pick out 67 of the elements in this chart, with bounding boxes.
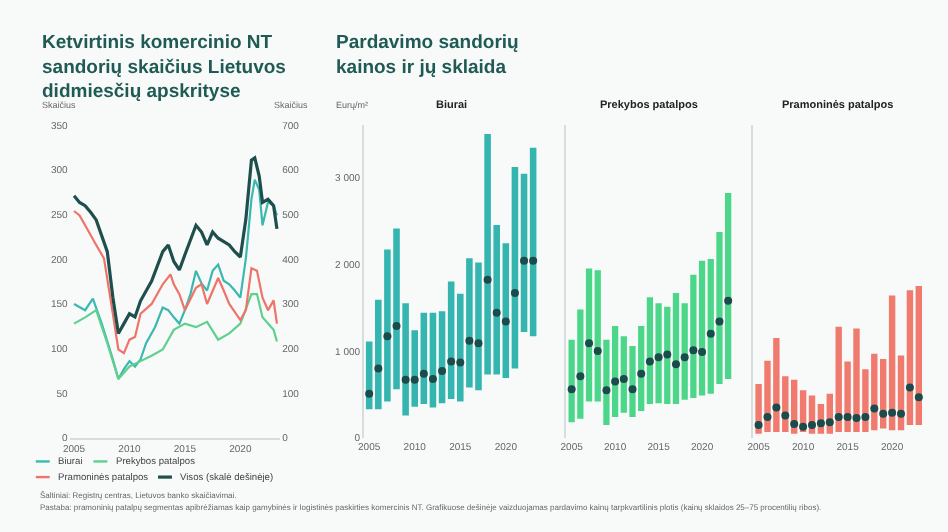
point (763, 413, 772, 422)
point (628, 385, 637, 394)
point (567, 385, 576, 394)
point (428, 374, 437, 383)
point (501, 317, 510, 326)
point (392, 321, 401, 330)
point (383, 332, 392, 341)
bar (698, 260, 706, 396)
point (576, 372, 585, 381)
line-series (72, 293, 279, 381)
bar (672, 292, 680, 405)
point (438, 367, 447, 376)
point (474, 339, 483, 348)
point (808, 420, 816, 429)
point (410, 375, 419, 384)
point (724, 296, 733, 305)
point (698, 347, 707, 356)
point (645, 357, 654, 366)
point (879, 409, 888, 418)
point (852, 414, 861, 422)
point (374, 364, 383, 373)
point (529, 256, 538, 265)
point (715, 317, 724, 326)
point (834, 413, 843, 422)
point (888, 408, 897, 417)
line-series (72, 156, 279, 336)
point (520, 256, 529, 265)
bar (655, 303, 662, 404)
point (861, 413, 870, 422)
point (365, 389, 374, 398)
point (585, 339, 594, 348)
point (447, 357, 456, 366)
point (825, 418, 834, 427)
point (799, 422, 808, 431)
point (870, 404, 879, 413)
point (593, 347, 602, 356)
point (619, 374, 628, 383)
point (510, 288, 519, 297)
bar (646, 297, 654, 405)
point (914, 393, 923, 402)
point (483, 275, 492, 284)
point (602, 386, 611, 395)
point (689, 346, 698, 355)
point (671, 360, 680, 369)
point (772, 403, 781, 412)
point (492, 308, 501, 317)
point (663, 350, 672, 359)
point (611, 377, 620, 386)
point (905, 383, 914, 392)
point (897, 409, 905, 418)
point (790, 420, 799, 429)
point (637, 369, 646, 378)
point (419, 369, 428, 378)
point (754, 420, 763, 429)
chart-title: Pardavimo sandorių kainos ir jų sklaida (336, 32, 520, 79)
point (456, 358, 465, 367)
point (465, 336, 474, 345)
point (706, 329, 715, 338)
line-series (72, 178, 279, 381)
point (680, 353, 689, 362)
point (781, 411, 790, 420)
point (401, 375, 410, 384)
line-series (72, 209, 279, 355)
point (843, 413, 852, 422)
chart-title: Ketvirtinis komercinio NT sandorių skaičius Lietuvos didmiesčių apskrityse (42, 32, 286, 104)
point (816, 419, 825, 428)
point (654, 353, 663, 362)
